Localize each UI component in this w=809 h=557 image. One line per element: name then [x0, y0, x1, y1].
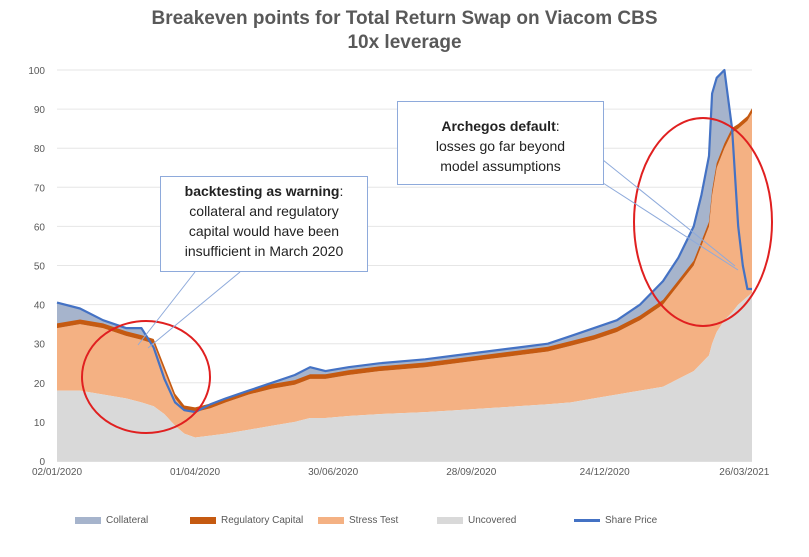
legend-item-collateral: Collateral [75, 515, 148, 526]
annotation-archegos-line: model assumptions [440, 158, 561, 174]
legend-label: Collateral [106, 515, 149, 526]
annotation-backtesting: backtesting as warning: collateral and r… [160, 176, 368, 272]
legend-item-uncovered: Uncovered [437, 515, 516, 526]
x-tick-label: 24/12/2020 [580, 467, 630, 478]
y-tick-label: 90 [34, 105, 46, 116]
annotation-backtesting-line: capital would have been [188, 223, 340, 239]
x-tick-label: 30/06/2020 [308, 467, 358, 478]
annotation-archegos-line: losses go far beyond [435, 138, 566, 154]
legend-item-share-price: Share Price [574, 515, 657, 526]
legend-swatch [574, 519, 600, 522]
legend-label: Regulatory Capital [221, 515, 304, 526]
legend-item-regulatory-capital: Regulatory Capital [190, 515, 303, 526]
y-tick-label: 30 [34, 340, 46, 351]
y-tick-label: 100 [28, 66, 45, 77]
share-price-line [56, 68, 752, 414]
legend-label: Share Price [605, 515, 658, 526]
legend-item-stress-test: Stress Test [318, 515, 398, 526]
legend-swatch [318, 517, 344, 524]
x-tick-label: 26/03/2021 [719, 467, 769, 478]
legend-swatch [75, 517, 101, 524]
y-tick-label: 60 [34, 222, 46, 233]
uncovered-area [57, 292, 752, 461]
y-tick-label: 80 [34, 144, 46, 155]
x-tick-label: 28/09/2020 [446, 467, 496, 478]
highlight-circle-archegos [633, 117, 773, 327]
annotation-archegos: Archegos default: losses go far beyond m… [397, 101, 604, 185]
annotation-archegos-head: Archegos default [441, 118, 556, 134]
chart-title: Breakeven points for Total Return Swap o… [151, 8, 658, 29]
callout-connector [137, 271, 196, 346]
annotation-backtesting-line: insufficient in March 2020 [184, 243, 344, 259]
y-tick-label: 10 [34, 418, 46, 429]
callout-connector [602, 159, 736, 267]
x-tick-label: 02/01/2020 [32, 467, 82, 478]
y-tick-label: 50 [34, 262, 46, 273]
annotation-backtesting-line: collateral and regulatory [189, 203, 339, 219]
callout-connector [602, 182, 739, 271]
legend-label: Uncovered [468, 515, 517, 526]
legend-swatch [437, 517, 463, 524]
chart-subtitle: 10x leverage [347, 32, 462, 53]
callout-connector [147, 271, 241, 349]
y-tick-label: 0 [39, 457, 45, 468]
y-tick-label: 20 [34, 379, 46, 390]
y-tick-label: 40 [34, 301, 46, 312]
stress-test-area [57, 113, 752, 438]
legend-label: Stress Test [349, 515, 399, 526]
legend-swatch [190, 517, 216, 524]
annotation-backtesting-head: backtesting as warning [184, 183, 340, 199]
x-tick-label: 01/04/2020 [170, 467, 220, 478]
y-tick-label: 70 [34, 183, 46, 194]
legend: Collateral Regulatory Capital Stress Test U… [0, 515, 809, 535]
highlight-circle-march-2020 [81, 320, 211, 434]
